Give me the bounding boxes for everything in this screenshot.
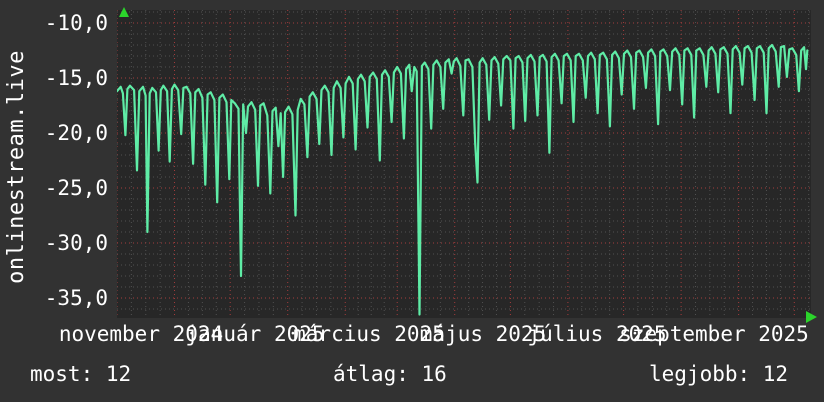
y-axis-tick-label: -15,0 <box>44 66 108 90</box>
data-series-line <box>117 43 809 316</box>
stat-atlag: átlag: 16 <box>333 362 447 386</box>
x-axis-tick-labels: november 2024 január 2025 március 2025 máju… <box>0 321 824 347</box>
plot-area <box>117 10 811 318</box>
right-arrow-icon <box>806 311 817 323</box>
line-chart-svg <box>117 10 811 318</box>
y-axis-tick-labels: -10,0 -15,0 -20,0 -25,0 -30,0 -35,0 <box>0 0 108 320</box>
stats-row: most: 12 átlag: 16 legjobb: 12 <box>0 361 824 389</box>
y-axis-tick-label: -25,0 <box>44 176 108 200</box>
stat-most: most: 12 <box>30 362 132 386</box>
y-axis-tick-label: -20,0 <box>44 121 108 145</box>
stat-legjobb: legjobb: 12 <box>649 362 789 386</box>
y-axis-tick-label: -35,0 <box>44 286 108 310</box>
x-axis-tick-label: szeptember 2025 <box>619 322 809 346</box>
x-axis-tick-label: november 2024 <box>58 322 224 346</box>
x-axis-tick-label: május 2025 <box>419 322 547 346</box>
y-axis-tick-label: -10,0 <box>44 11 108 35</box>
x-axis-tick-label: január 2025 <box>185 322 325 346</box>
x-axis-tick-label: március 2025 <box>293 322 445 346</box>
x-axis-tick-label: július 2025 <box>527 322 667 346</box>
up-arrow-icon <box>119 7 129 17</box>
y-axis-tick-label: -30,0 <box>44 231 108 255</box>
